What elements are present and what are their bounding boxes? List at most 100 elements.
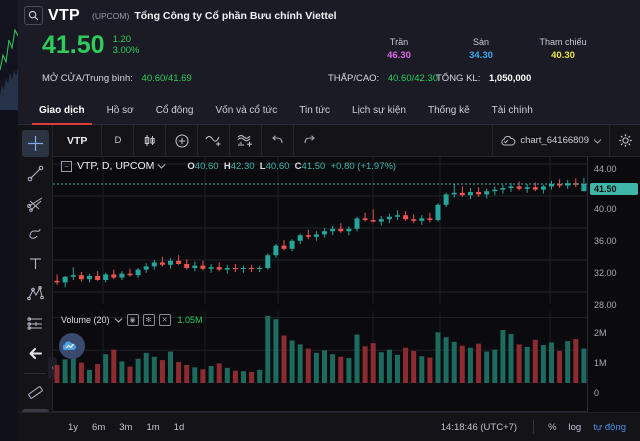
band-reference-label: Tham chiếu: [539, 37, 587, 47]
line-add-icon: [205, 136, 221, 147]
undo-icon: [272, 135, 283, 144]
trend-line-tool[interactable]: [22, 160, 49, 187]
indicator-add-icon: [238, 135, 253, 147]
chart-toolbar: VTP D: [53, 125, 640, 157]
header-title-row: VTP (UPCOM) Tổng Công ty Cổ phần Bưu chí…: [18, 0, 640, 25]
volume-legend: Volume (20) ◉ ✻ ✕ 1.05M: [61, 314, 203, 326]
o-value: 40.60: [194, 160, 219, 172]
measure-tool[interactable]: [22, 310, 49, 337]
ohlc-values: O40.60 H42.30 L40.60 C41.50 +0.80 (+1.97…: [187, 161, 396, 172]
chart-type-button[interactable]: [133, 125, 165, 156]
price-axis[interactable]: 44.00 41.50 40.00 36.00 32.00 28.00 2M 1…: [587, 156, 640, 412]
section-tabs: Giao dịch Hồ sơ Cổ đông Vốn và cổ tức Ti…: [18, 96, 640, 125]
range-1y[interactable]: 1y: [68, 421, 79, 433]
chart-plot-area[interactable]: − VTP, D, UPCOM O40.60 H42.30 L40.60 C41…: [53, 156, 640, 441]
text-tool[interactable]: [22, 250, 49, 277]
range-6m[interactable]: 6m: [92, 421, 106, 433]
range-1m[interactable]: 1m: [146, 421, 160, 433]
add-indicator-button[interactable]: [229, 125, 261, 156]
crosshair-icon: [27, 136, 43, 151]
price-change-block: 1.20 3.00%: [113, 34, 140, 56]
low-high-label: THẤP/CAO:: [328, 73, 380, 84]
price-tick-40: 40.00: [594, 204, 617, 214]
pattern-tool[interactable]: [22, 220, 49, 247]
price-pane: [53, 156, 588, 304]
l-label: L: [259, 160, 266, 172]
low-high-value: 40.60/42.30: [387, 73, 439, 84]
volume-tick-1m: 1M: [594, 358, 607, 368]
pitchfork-tool[interactable]: [22, 190, 49, 217]
drawing-toolbar: ›: [18, 125, 57, 441]
tab-thong-ke[interactable]: Thống kê: [427, 104, 470, 116]
l-value: 40.60: [265, 160, 290, 172]
range-1d[interactable]: 1d: [173, 421, 185, 433]
tab-lich-su-kien[interactable]: Lịch sự kiện: [352, 104, 406, 116]
redo-icon: [304, 135, 316, 144]
volume-legend-title: Volume (20): [61, 315, 110, 325]
total-volume-label: TỔNG KL:: [436, 73, 481, 84]
background-page-strip: [0, 0, 18, 441]
o-label: O: [187, 160, 195, 172]
tab-ho-so[interactable]: Hồ sơ: [106, 104, 134, 116]
gear-icon: [618, 134, 632, 147]
saved-chart-button[interactable]: chart_64166809: [492, 125, 610, 156]
add-line-button[interactable]: [197, 125, 229, 156]
auto-scale-button[interactable]: tự động: [593, 421, 626, 433]
price-legend-title: VTP, D, UPCOM: [77, 160, 155, 172]
legend-change: +0.80 (+1.97%): [330, 160, 397, 172]
gear-icon[interactable]: ✻: [142, 314, 155, 326]
rail-collapse-button[interactable]: ›: [48, 357, 57, 379]
candlestick-chart: [53, 156, 588, 304]
total-volume-row: TỔNG KL: 1,050,000: [436, 73, 531, 84]
band-floor-value: 34.30: [469, 50, 493, 61]
chevron-down-icon: [114, 318, 122, 323]
band-ceiling-label: Trần: [389, 37, 409, 47]
stock-header: VTP (UPCOM) Tổng Công ty Cổ phần Bưu chí…: [18, 0, 640, 96]
chart-bottom-bar: 1y 6m 3m 1m 1d 14:18:46 (UTC+7) % log tự…: [18, 412, 640, 441]
candlestick-icon: [145, 135, 156, 146]
volume-tick-0: 0: [594, 388, 600, 398]
open-average-row: MỞ CỬA/Trung bình: 40.60/41.69: [42, 73, 192, 84]
chevron-down-icon: [593, 138, 602, 144]
interval-button[interactable]: D: [101, 125, 133, 156]
bottom-divider: [533, 420, 535, 434]
chart-symbol-button[interactable]: VTP: [67, 134, 88, 147]
volume-value: 1.05M: [177, 315, 203, 325]
volume-pane: Volume (20) ◉ ✻ ✕ 1.05M: [53, 311, 588, 383]
elliott-wave-tool[interactable]: [22, 280, 49, 307]
close-icon[interactable]: ✕: [158, 314, 171, 326]
tab-tin-tuc[interactable]: Tin tức: [299, 104, 331, 116]
band-floor-label: Sàn: [472, 37, 489, 47]
elliott-wave-icon: [26, 286, 44, 301]
search-button[interactable]: [24, 6, 43, 25]
percent-scale-button[interactable]: %: [548, 421, 557, 433]
exchange-label: (UPCOM): [92, 10, 130, 21]
price-tick-36: 36.00: [594, 236, 617, 246]
cloud-check-icon: [501, 135, 516, 145]
crosshair-tool[interactable]: [21, 130, 49, 157]
price-tick-32: 32.00: [594, 268, 617, 278]
band-ceiling-value: 46.30: [387, 50, 411, 61]
compare-button[interactable]: [165, 125, 197, 156]
change-percent: 3.00%: [112, 45, 140, 56]
tab-co-dong[interactable]: Cổ đông: [155, 104, 194, 116]
band-reference: Tham chiếu 40.30: [537, 36, 589, 62]
tab-von-va-co-tuc[interactable]: Vốn và cổ tức: [215, 104, 278, 116]
range-3m[interactable]: 3m: [119, 421, 133, 433]
price-bands: Trần 46.30 Sàn 34.30 Tham chiếu 40.30: [373, 36, 589, 62]
log-scale-button[interactable]: log: [568, 421, 582, 433]
volume-tick-2m: 2M: [594, 328, 607, 338]
positions-icon: [26, 317, 42, 330]
tab-giao-dich[interactable]: Giao dịch: [28, 96, 96, 125]
collapse-icon[interactable]: −: [61, 160, 72, 172]
ruler-tool[interactable]: [22, 379, 49, 406]
redo-button[interactable]: [293, 125, 325, 156]
undo-button[interactable]: [261, 125, 293, 156]
arrow-tool[interactable]: [22, 340, 49, 367]
tab-tai-chinh[interactable]: Tài chính: [491, 104, 533, 116]
chart-settings-button[interactable]: [610, 125, 640, 156]
logo-icon: [63, 341, 77, 350]
ruler-icon: [27, 386, 43, 399]
eye-icon[interactable]: ◉: [126, 314, 139, 326]
